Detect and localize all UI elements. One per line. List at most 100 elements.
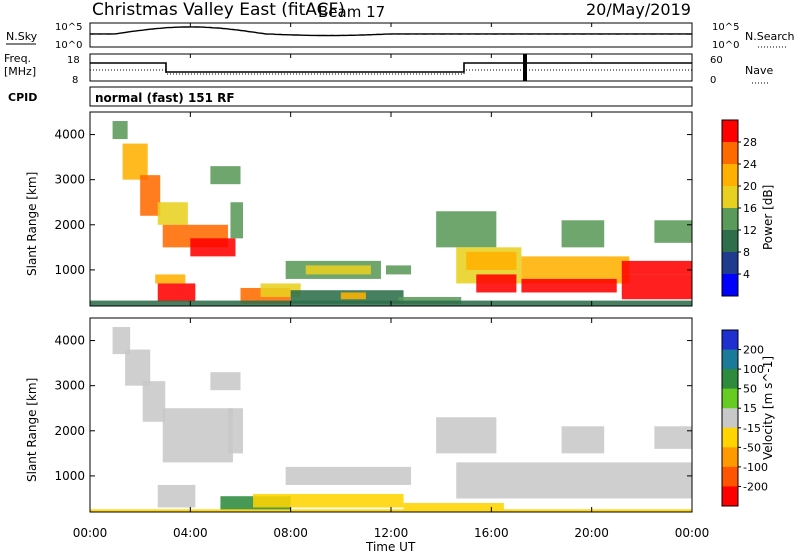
freq-label: Freq. — [4, 52, 31, 65]
heatmap-cell — [403, 502, 504, 510]
freq-unit-label: [MHz] — [4, 65, 36, 78]
heatmap-cell — [227, 408, 244, 454]
heatmap-cell — [476, 274, 517, 293]
heatmap-cell — [398, 296, 462, 304]
colorbar-swatch — [722, 427, 738, 448]
colorbar-swatch — [722, 408, 738, 429]
heatmap-cell — [621, 274, 692, 300]
heatmap-cell — [466, 251, 517, 270]
heatmap-cell — [654, 220, 692, 243]
freq-trace — [90, 62, 692, 73]
colorbar-swatch — [722, 208, 738, 231]
x-tick-label: 20:00 — [574, 526, 609, 540]
heatmap-cell — [162, 408, 233, 463]
colorbar-swatch — [722, 486, 738, 507]
nsearch-tick-bottom: 10^0 — [712, 40, 739, 51]
heatmap-cell — [621, 260, 692, 275]
y-tick-label: 2000 — [54, 218, 85, 232]
colorbar-swatch — [722, 447, 738, 468]
freq-tick-top: 18 — [67, 55, 80, 66]
x-tick-label: 16:00 — [474, 526, 509, 540]
colorbar-tick-label: -100 — [743, 461, 768, 474]
nave-tick-top: 60 — [710, 55, 723, 66]
heatmap-cell — [521, 278, 617, 293]
heatmap-cell — [157, 283, 196, 302]
colorbar-swatch — [722, 369, 738, 390]
heatmap-cell — [654, 426, 692, 449]
heatmap-cell — [340, 292, 366, 300]
x-tick-label: 00:00 — [73, 526, 108, 540]
nsearch-label: N.Search — [745, 30, 795, 43]
colorbar-swatch — [722, 466, 738, 487]
heatmap-cell — [122, 143, 148, 180]
nave-tick-bottom: 0 — [710, 75, 716, 86]
cpid-label: CPID — [8, 91, 37, 104]
freq-gap-marker — [523, 54, 527, 81]
cpid-panel — [89, 86, 693, 107]
velocity-heatmap — [90, 327, 692, 512]
nsky-label: N.Sky — [6, 30, 38, 43]
nsky-tick-bottom: 10^0 — [55, 40, 82, 51]
colorbar-swatch — [722, 142, 738, 165]
cpid-value: normal (fast) 151 RF — [95, 91, 235, 105]
heatmap-cell — [190, 238, 236, 257]
heatmap-cell — [112, 327, 131, 355]
y-tick-label: 3000 — [54, 173, 85, 187]
colorbar-tick-label: 15 — [743, 402, 757, 415]
x-tick-label: 04:00 — [173, 526, 208, 540]
colorbar-swatch — [722, 330, 738, 351]
station-title: Christmas Valley East (fitACF) — [92, 0, 345, 20]
colorbar-swatch — [722, 252, 738, 275]
heatmap-cell — [305, 265, 371, 275]
nsearch-tick-top: 10^5 — [712, 22, 739, 33]
heatmap-cell — [436, 211, 497, 248]
y-tick-label: 4000 — [54, 128, 85, 142]
x-tick-label: 00:00 — [675, 526, 710, 540]
colorbar-swatch — [722, 349, 738, 370]
time-x-axis: 00:00 04:00 08:00 12:00 16:00 20:00 00:00 — [73, 23, 710, 540]
heatmap-cell — [140, 175, 161, 216]
heatmap-cell — [561, 426, 605, 454]
heatmap-cell — [230, 202, 244, 239]
velocity-y-axis: 1000 2000 3000 4000 — [54, 334, 692, 483]
colorbar-tick-label: 100 — [743, 363, 764, 376]
x-tick-label: 08:00 — [273, 526, 308, 540]
nsky-trace — [90, 26, 693, 37]
freq-tick-bottom: 8 — [72, 75, 78, 86]
power-colorbar: 28 24 20 16 12 8 4 — [721, 119, 757, 297]
colorbar-swatch — [722, 164, 738, 187]
velocity-ylabel: Slant Range [km] — [25, 378, 39, 482]
heatmap-cell — [157, 202, 188, 225]
heatmap-cell — [285, 466, 412, 485]
colorbar-swatch — [722, 274, 738, 297]
nsky-tick-top: 10^5 — [55, 22, 82, 33]
y-tick-label: 3000 — [54, 379, 85, 393]
heatmap-cell — [155, 274, 186, 284]
colorbar-tick-label: 16 — [743, 202, 757, 215]
colorbar-swatch — [722, 388, 738, 409]
colorbar-swatch — [722, 186, 738, 209]
y-tick-label: 1000 — [54, 263, 85, 277]
y-tick-label: 1000 — [54, 469, 85, 483]
freq-panel — [89, 53, 693, 82]
beam-label: Beam 17 — [318, 3, 385, 21]
heatmap-cell — [210, 166, 241, 185]
power-y-axis: 1000 2000 3000 4000 — [54, 128, 692, 277]
heatmap-cell — [561, 220, 605, 248]
colorbar-tick-label: 12 — [743, 224, 757, 237]
power-colorbar-label: Power [dB] — [761, 185, 775, 250]
nave-trace — [90, 69, 692, 75]
colorbar-swatch — [722, 230, 738, 253]
heatmap-cell — [125, 349, 151, 386]
x-tick-label: 12:00 — [374, 526, 409, 540]
colorbar-frame — [721, 329, 739, 507]
nave-label: Nave — [745, 64, 773, 77]
colorbar-tick-label: -200 — [743, 480, 768, 493]
heatmap-cell — [210, 372, 241, 391]
colorbar-tick-label: 8 — [743, 246, 750, 259]
date-label: 20/May/2019 — [586, 0, 691, 19]
heatmap-cell — [385, 265, 412, 275]
power-ylabel: Slant Range [km] — [25, 172, 39, 276]
colorbar-tick-label: -50 — [743, 441, 761, 454]
